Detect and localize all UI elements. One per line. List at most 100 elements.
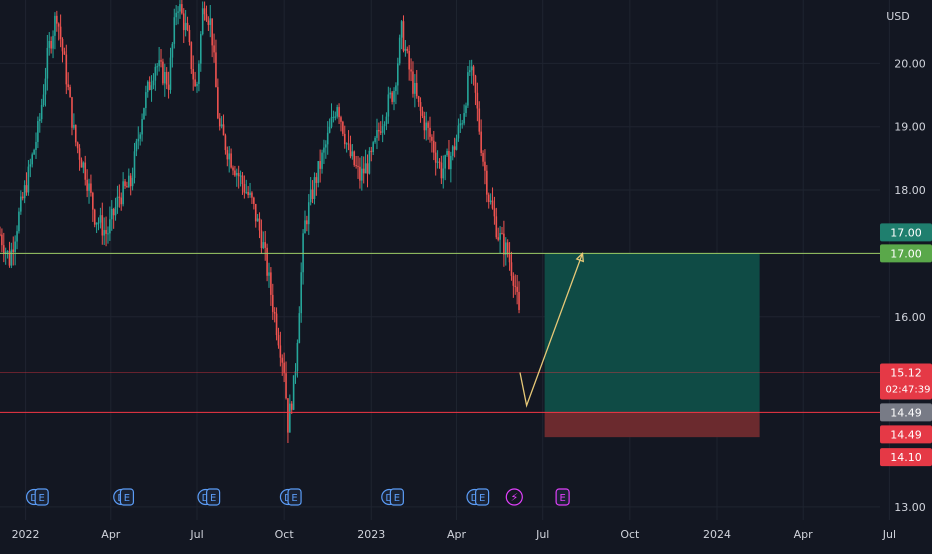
price-tick-label: 13.00 <box>894 501 926 514</box>
candle-body <box>213 45 215 53</box>
candle-body <box>258 218 261 231</box>
earnings-marker[interactable] <box>119 488 135 506</box>
candle-body <box>486 170 488 195</box>
candle-body <box>306 220 308 225</box>
candle-body <box>423 115 426 131</box>
candle-body <box>249 192 251 196</box>
time-tick-label: 2023 <box>357 528 385 541</box>
candle-body <box>18 211 20 232</box>
candle-body <box>455 138 458 150</box>
candle-body <box>325 144 327 148</box>
candle-body <box>279 345 282 358</box>
candle-body <box>427 122 429 128</box>
candle-body <box>440 162 443 179</box>
candle-body <box>57 23 60 27</box>
candle-body <box>80 159 83 168</box>
candle-body <box>211 18 213 46</box>
candle-body <box>235 172 238 176</box>
earnings-marker[interactable] <box>287 488 302 506</box>
candle-body <box>52 35 54 49</box>
time-axis[interactable]: 2022 Apr Jul Oct 2023 Apr Jul Oct 2024 Apr Jul <box>12 528 896 541</box>
candle-body <box>463 113 465 124</box>
candle-body <box>451 146 454 156</box>
candle-body <box>357 165 359 167</box>
time-tick-label: Oct <box>275 528 295 541</box>
candle-body <box>188 29 191 43</box>
candle-body <box>226 150 229 160</box>
event-marker-label: E <box>559 493 565 504</box>
profit-zone[interactable] <box>544 253 760 413</box>
candle-body <box>283 362 285 374</box>
candle-body <box>353 151 356 166</box>
candle-body <box>287 398 289 433</box>
candle-body <box>220 124 223 127</box>
candle-body <box>42 94 45 105</box>
candle-body <box>393 90 395 102</box>
loss-zone[interactable] <box>544 412 760 438</box>
time-tick-label: Apr <box>101 528 121 541</box>
candle-body <box>48 40 51 48</box>
candle-body <box>12 249 15 252</box>
candle-body <box>40 104 43 120</box>
candle-body <box>1 234 3 246</box>
event-marker-label: E <box>124 493 130 504</box>
candle-body <box>328 126 331 133</box>
earnings-marker[interactable] <box>206 488 221 506</box>
candle-body <box>95 222 98 225</box>
candle-body <box>504 242 507 255</box>
candle-body <box>347 143 350 145</box>
candle-body <box>395 85 397 91</box>
earnings-marker[interactable] <box>555 488 570 506</box>
candle-body <box>302 233 304 273</box>
earnings-marker[interactable] <box>389 488 404 506</box>
candle-body <box>398 37 401 64</box>
earnings-marker[interactable] <box>34 488 49 506</box>
candle-body <box>432 140 435 153</box>
candle-body <box>383 124 386 127</box>
lightning-icon[interactable] <box>505 488 523 506</box>
candle-body <box>313 177 316 199</box>
candle-body <box>154 66 157 81</box>
candle-body <box>389 92 392 95</box>
event-markers: DEDEDEDEDEDE⚡E <box>25 488 570 506</box>
candle-body <box>467 72 469 106</box>
candle-body <box>342 121 344 134</box>
candle-body <box>152 80 155 86</box>
candle-body <box>99 215 102 223</box>
entry-price-badge <box>880 403 932 422</box>
candle-body <box>448 151 450 170</box>
candle-body <box>162 61 164 84</box>
candle-body <box>402 21 405 51</box>
candle-body <box>141 119 143 135</box>
candle-body <box>251 192 253 198</box>
candle-body <box>397 63 399 86</box>
candle-body <box>148 81 151 90</box>
candle-body <box>461 123 464 125</box>
candle-body <box>133 151 136 178</box>
candle-body <box>37 121 39 142</box>
candle-body <box>296 342 299 371</box>
candle-body <box>164 71 166 84</box>
candle-body <box>453 146 456 150</box>
candle-body <box>84 162 87 180</box>
entry-price-badge-2-text: 14.49 <box>890 428 922 441</box>
candle-body <box>436 161 439 163</box>
candle-body <box>290 403 293 410</box>
candle-body <box>234 170 236 176</box>
candle-body <box>160 60 162 62</box>
candle-body <box>217 87 219 119</box>
event-marker-label: D <box>202 493 210 504</box>
candle-body <box>425 122 428 131</box>
candle-body <box>74 125 77 143</box>
candle-body <box>516 286 518 292</box>
candle-body <box>137 138 140 142</box>
candles <box>0 0 520 443</box>
candle-body <box>139 134 141 139</box>
projection-path[interactable] <box>519 253 584 408</box>
candle-body <box>495 216 498 238</box>
earnings-marker[interactable] <box>475 488 490 506</box>
candle-body <box>93 209 96 225</box>
candle-body <box>107 233 109 235</box>
